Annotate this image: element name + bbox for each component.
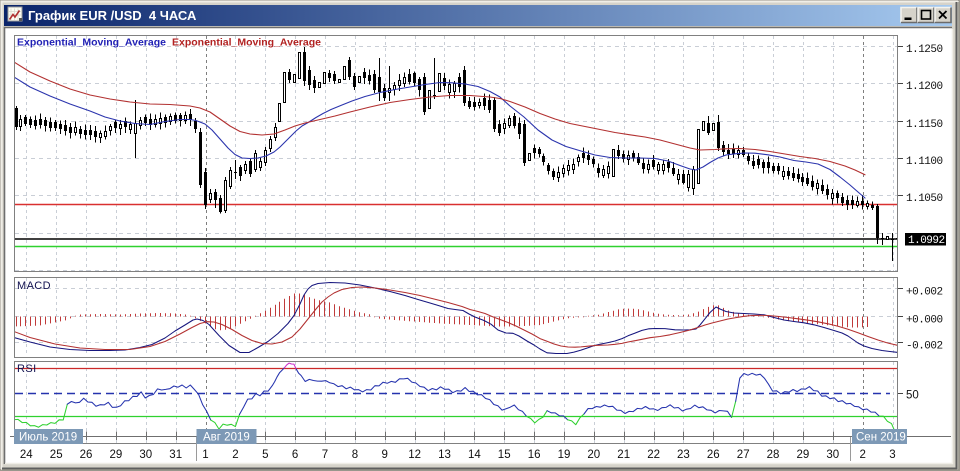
svg-text:26: 26 <box>80 449 93 461</box>
svg-text:MACD: MACD <box>17 280 51 292</box>
svg-text:5: 5 <box>262 449 268 461</box>
svg-text:28: 28 <box>767 449 780 461</box>
svg-text:Сен 2019: Сен 2019 <box>856 432 906 444</box>
svg-text:26: 26 <box>707 449 720 461</box>
svg-text:+0.002: +0.002 <box>906 287 943 299</box>
svg-text:22: 22 <box>647 449 660 461</box>
svg-text:1.1150: 1.1150 <box>906 119 943 131</box>
svg-text:1.0992: 1.0992 <box>908 235 945 247</box>
svg-text:21: 21 <box>617 449 630 461</box>
svg-text:30: 30 <box>826 449 839 461</box>
svg-text:31: 31 <box>169 449 182 461</box>
svg-text:19: 19 <box>558 449 571 461</box>
svg-text:27: 27 <box>737 449 750 461</box>
svg-text:24: 24 <box>20 449 33 461</box>
svg-text:6: 6 <box>292 449 298 461</box>
svg-text:14: 14 <box>468 449 481 461</box>
svg-text:30: 30 <box>139 449 152 461</box>
svg-text:8: 8 <box>352 449 358 461</box>
svg-text:29: 29 <box>797 449 810 461</box>
svg-text:20: 20 <box>587 449 600 461</box>
svg-text:Exponential_Moving_Average: Exponential_Moving_Average <box>172 37 321 49</box>
svg-text:2: 2 <box>232 449 238 461</box>
svg-text:12: 12 <box>408 449 421 461</box>
svg-text:2: 2 <box>859 449 865 461</box>
svg-text:15: 15 <box>498 449 511 461</box>
svg-text:RSI: RSI <box>17 363 37 375</box>
svg-text:25: 25 <box>50 449 63 461</box>
svg-text:1.1250: 1.1250 <box>906 44 943 56</box>
svg-text:13: 13 <box>438 449 451 461</box>
svg-text:3: 3 <box>889 449 895 461</box>
svg-text:16: 16 <box>528 449 541 461</box>
svg-text:Июль 2019: Июль 2019 <box>19 432 77 444</box>
svg-text:9: 9 <box>381 449 387 461</box>
svg-text:График EUR /USD 4 ЧАСА: График EUR /USD 4 ЧАСА <box>28 8 197 23</box>
svg-text:1.1200: 1.1200 <box>906 81 943 93</box>
svg-text:7: 7 <box>322 449 328 461</box>
svg-text:1: 1 <box>202 449 208 461</box>
svg-text:23: 23 <box>677 449 690 461</box>
svg-text:29: 29 <box>110 449 123 461</box>
svg-text:+0.000: +0.000 <box>906 315 943 327</box>
svg-text:1.1050: 1.1050 <box>906 193 943 205</box>
svg-text:1.1100: 1.1100 <box>906 156 943 168</box>
svg-text:Авг 2019: Авг 2019 <box>203 432 250 444</box>
svg-text:Exponential_Moving_Average: Exponential_Moving_Average <box>17 37 166 49</box>
svg-text:-0.002: -0.002 <box>906 341 943 353</box>
svg-text:50: 50 <box>906 390 919 402</box>
